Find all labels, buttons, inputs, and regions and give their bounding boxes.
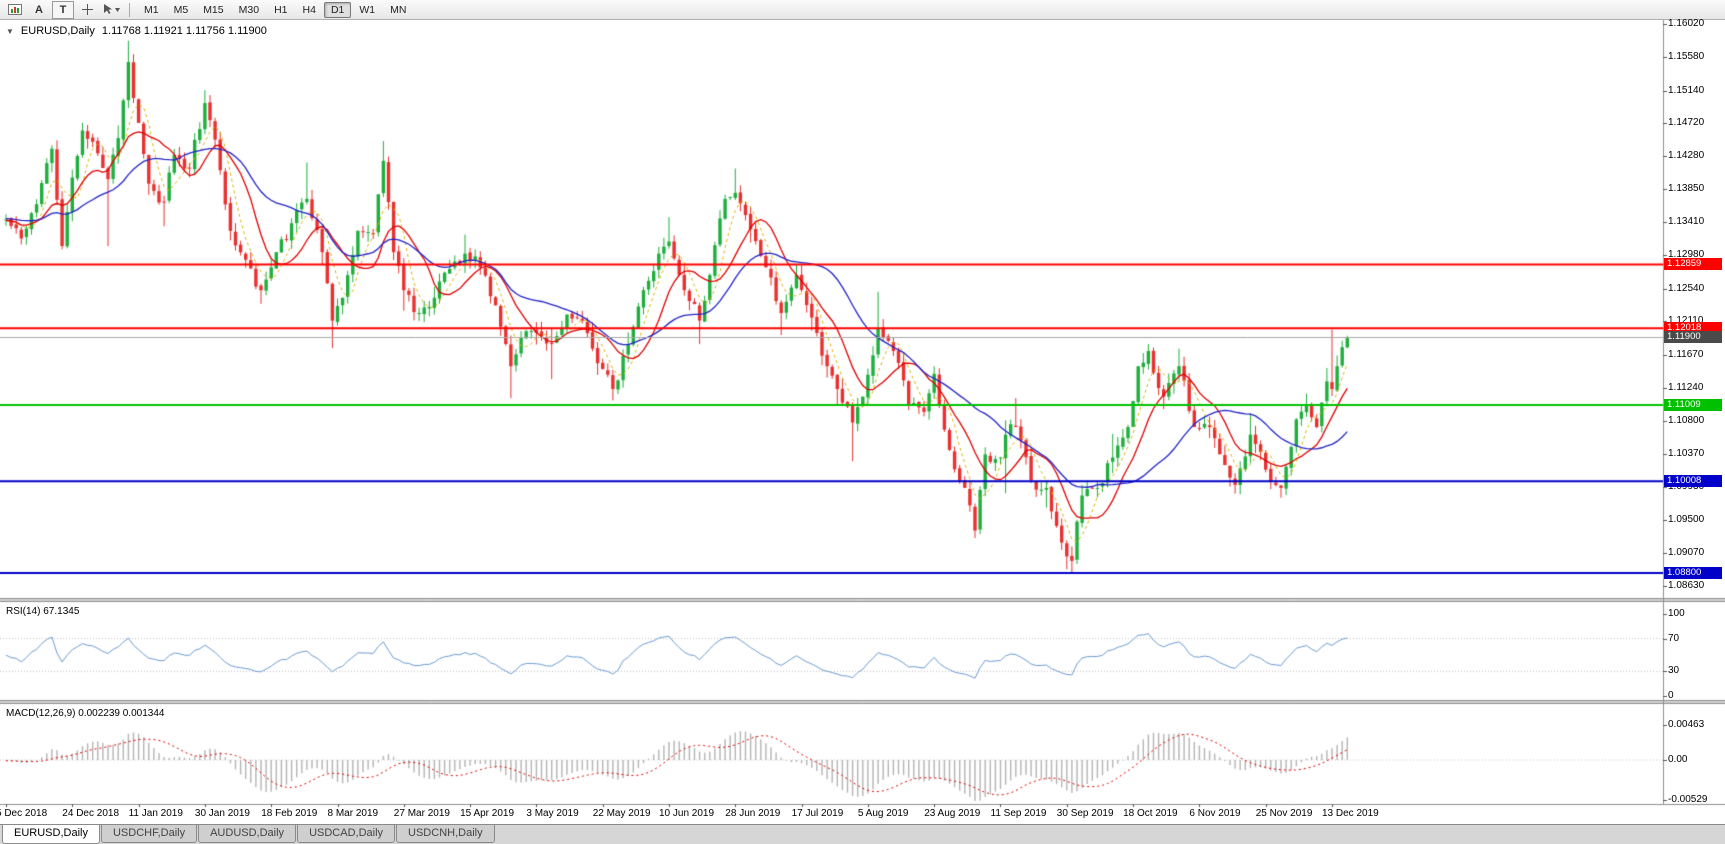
date-axis-label: 13 Dec 2019	[1322, 808, 1379, 819]
crosshair-icon[interactable]	[76, 1, 98, 19]
timeframe-mn[interactable]: MN	[390, 3, 407, 16]
date-axis-label: 5 Aug 2019	[857, 808, 909, 819]
chart-tab-bar: EURUSD,Daily USDCHF,Daily AUDUSD,Daily USDC…	[0, 824, 1725, 844]
price-line-tag: 1.11009	[1664, 399, 1722, 412]
timeframe-m30[interactable]: M30	[238, 3, 260, 16]
price-axis-tick: 1.10800	[1668, 414, 1705, 426]
chart-canvas[interactable]	[0, 20, 1725, 824]
date-axis-label: 28 Jun 2019	[725, 808, 781, 819]
timeframe-w1[interactable]: W1	[359, 3, 376, 16]
timeframe-h4[interactable]: H4	[302, 3, 316, 16]
price-axis-tick: 1.09070	[1668, 546, 1705, 558]
macd-label: MACD(12,26,9) 0.002239 0.001344	[6, 708, 165, 719]
chart-tab-audusd[interactable]: AUDUSD,Daily	[198, 825, 297, 843]
timeframe-m5[interactable]: M5	[173, 3, 189, 16]
trendline-text-button[interactable]: T	[52, 0, 74, 19]
timeframe-button-group: M1 M5 M15 M30 H1 H4 D1 W1 MN	[137, 1, 413, 18]
rsi-label: RSI(14) 67.1345	[6, 606, 80, 617]
date-axis-label: 27 Mar 2019	[393, 808, 450, 819]
macd-axis-tick: 0.00463	[1668, 718, 1705, 730]
price-axis-tick: 1.11240	[1668, 381, 1704, 393]
price-axis-tick: 1.11670	[1668, 348, 1704, 360]
chart-title: ▼ EURUSD,Daily 1.11768 1.11921 1.11756 1…	[6, 25, 267, 37]
date-axis-label: 18 Feb 2019	[261, 808, 318, 819]
toolbar-divider	[129, 2, 130, 17]
chart-ohlc-values: 1.11768 1.11921 1.11756 1.11900	[101, 25, 267, 37]
price-axis-tick: 1.13410	[1668, 216, 1705, 228]
date-axis-label: 5 Dec 2018	[0, 808, 48, 819]
date-axis-label: 8 Mar 2019	[327, 808, 379, 819]
rsi-axis-tick: 70	[1668, 632, 1680, 644]
date-axis-label: 6 Nov 2019	[1189, 808, 1241, 819]
chart-window: ▼ EURUSD,Daily 1.11768 1.11921 1.11756 1…	[0, 18, 1725, 824]
symbol-collapse-icon[interactable]: ▼	[6, 26, 14, 36]
date-axis-label: 25 Nov 2019	[1255, 808, 1313, 819]
price-axis-tick: 1.14280	[1668, 150, 1705, 162]
text-label-button[interactable]: A	[35, 3, 43, 16]
date-axis-label: 11 Jan 2019	[128, 808, 183, 819]
date-axis-label: 23 Aug 2019	[924, 808, 981, 819]
price-axis-tick: 1.15140	[1668, 84, 1705, 96]
date-axis-label: 10 Jun 2019	[659, 808, 715, 819]
price-axis-tick: 1.10370	[1668, 447, 1705, 459]
rsi-axis-tick: 30	[1668, 665, 1680, 677]
macd-axis-tick: -0.00529	[1668, 794, 1708, 806]
timeframe-h1[interactable]: H1	[274, 3, 288, 16]
price-axis-tick: 1.16020	[1668, 18, 1705, 29]
chart-symbol-label: EURUSD,Daily	[20, 25, 95, 37]
rsi-axis-tick: 0	[1668, 690, 1674, 701]
new-chart-icon[interactable]	[4, 1, 26, 19]
rsi-axis-tick: 100	[1668, 608, 1685, 619]
macd-axis-tick: 0.00	[1668, 754, 1688, 765]
chart-tab-usdcnh[interactable]: USDCNH,Daily	[396, 825, 495, 843]
date-axis-label: 11 Sep 2019	[990, 808, 1047, 819]
current-price-tag: 1.11900	[1664, 331, 1722, 344]
price-axis-tick: 1.14720	[1668, 116, 1705, 128]
date-axis-label: 18 Oct 2019	[1123, 808, 1178, 819]
price-axis-tick: 1.12110	[1668, 315, 1704, 327]
price-axis-tick: 1.15580	[1668, 51, 1705, 63]
price-axis-tick: 1.09500	[1668, 513, 1705, 525]
price-axis-tick: 1.12980	[1668, 249, 1705, 261]
timeframe-d1[interactable]: D1	[323, 1, 352, 18]
chart-tab-eurusd[interactable]: EURUSD,Daily	[2, 825, 100, 844]
price-line-tag: 1.12859	[1664, 258, 1722, 271]
date-axis-label: 15 Apr 2019	[460, 808, 515, 819]
cursor-dropdown-icon[interactable]	[100, 1, 122, 19]
chart-tab-usdcad[interactable]: USDCAD,Daily	[297, 825, 396, 843]
price-line-tag: 1.08800	[1664, 567, 1722, 580]
price-axis-tick: 1.13850	[1668, 183, 1705, 195]
price-axis-tick: 1.08630	[1668, 580, 1705, 591]
timeframe-m15[interactable]: M15	[203, 3, 224, 16]
date-axis-label: 17 Jul 2019	[791, 808, 844, 819]
chart-tab-usdchf[interactable]: USDCHF,Daily	[100, 825, 198, 843]
date-axis-label: 30 Sep 2019	[1056, 808, 1114, 819]
price-line-tag: 1.10008	[1664, 475, 1722, 488]
price-axis-tick: 1.12540	[1668, 282, 1705, 294]
date-axis-label: 24 Dec 2018	[62, 808, 120, 819]
timeframe-m1[interactable]: M1	[144, 3, 159, 16]
date-axis-label: 22 May 2019	[592, 808, 651, 819]
date-axis-label: 3 May 2019	[526, 808, 579, 819]
date-axis-label: 30 Jan 2019	[194, 808, 250, 819]
